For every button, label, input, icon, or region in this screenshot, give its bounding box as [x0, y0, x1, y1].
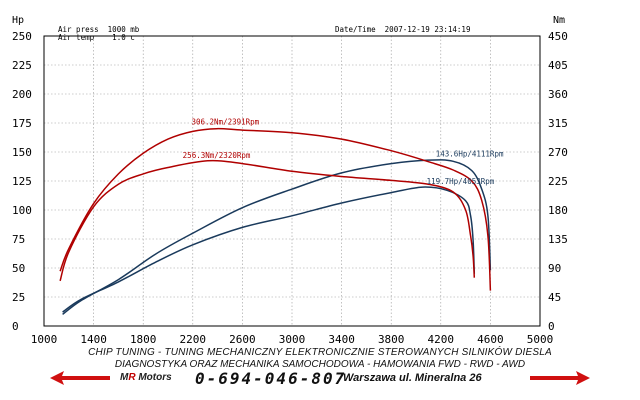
y-left-tick-label: 250: [12, 30, 32, 43]
header-air-temp: Air temp 1.0 c: [58, 33, 135, 42]
y-left-tick-label: 200: [12, 88, 32, 101]
x-tick-label: 5000: [527, 333, 554, 345]
x-tick-label: 1800: [130, 333, 157, 345]
y-right-unit: Nm: [553, 15, 565, 26]
y-right-tick-label: 0: [548, 320, 555, 333]
y-left-tick-label: 0: [12, 320, 19, 333]
chart-grid: [44, 36, 540, 326]
header-air-press: Air press 1000 mb: [58, 25, 140, 34]
y-left-unit: Hp: [12, 15, 24, 26]
footer-contact: MR Motors 0-694-046-807 Warszawa ul. Min…: [0, 369, 640, 391]
axis-ticks: 1000 1400 1800 2200 2600 3000 3400 3800 4200 4600…: [12, 30, 568, 345]
x-tick-label: 4200: [428, 333, 455, 345]
plot-border: [43, 35, 541, 327]
annotation-label: 306.2Nm/2391Rpm: [191, 118, 259, 127]
x-tick-label: 2200: [180, 333, 207, 345]
footer-diagnostics-line: DIAGNOSTYKA ORAZ MECHANIKA SAMOCHODOWA -…: [114, 359, 526, 370]
y-right-tick-label: 315: [548, 117, 568, 130]
series-line-2: [62, 186, 476, 313]
dyno-chart: 1000 1400 1800 2200 2600 3000 3400 3800 4200 4600…: [12, 15, 568, 345]
annotation-label: 119.7Hp/4053Rpm: [427, 177, 495, 186]
y-right-tick-label: 225: [548, 175, 568, 188]
x-tick-label: 3800: [378, 333, 405, 345]
x-tick-label: 3400: [328, 333, 355, 345]
y-right-tick-label: 405: [548, 59, 568, 72]
y-right-tick-label: 90: [548, 262, 561, 275]
y-right-tick-label: 450: [548, 30, 568, 43]
brand-logo: MR Motors: [120, 372, 172, 383]
plot-frame: [43, 35, 541, 327]
x-tick-label: 1400: [80, 333, 107, 345]
y-right-tick-label: 45: [548, 291, 561, 304]
address: Warszawa ul. Mineralna 26: [343, 372, 482, 384]
y-left-tick-label: 50: [12, 262, 25, 275]
x-tick-label: 2600: [229, 333, 256, 345]
annotation-label: 256.3Nm/2320Rpm: [183, 151, 251, 160]
series-line-4: [59, 159, 476, 282]
y-left-tick-label: 175: [12, 117, 32, 130]
y-right-tick-label: 360: [548, 88, 568, 101]
series-line-1: [62, 159, 492, 316]
right-arrow-icon: [530, 371, 590, 385]
x-tick-label: 4600: [477, 333, 504, 345]
left-arrow-icon: [50, 371, 110, 385]
y-left-tick-label: 150: [12, 146, 32, 159]
x-tick-label: 1000: [31, 333, 58, 345]
curve-series: [59, 127, 492, 316]
y-left-tick-label: 125: [12, 175, 32, 188]
y-left-tick-label: 25: [12, 291, 25, 304]
header-datetime: Date/Time 2007-12-19 23:14:19: [335, 25, 470, 34]
y-right-tick-label: 135: [548, 233, 568, 246]
phone-number: 0-694-046-807: [195, 369, 347, 388]
y-left-tick-label: 75: [12, 233, 25, 246]
annotations: 306.2Nm/2391Rpm 256.3Nm/2320Rpm 143.6Hp/41…: [183, 118, 504, 186]
annotation-label: 143.6Hp/4111Rpm: [436, 149, 504, 158]
y-right-tick-label: 270: [548, 146, 568, 159]
footer-services-line: CHIP TUNING - TUNING MECHANICZNY ELEKTRO…: [88, 347, 552, 358]
y-left-tick-label: 100: [12, 204, 32, 217]
y-left-tick-label: 225: [12, 59, 32, 72]
y-right-tick-label: 180: [548, 204, 568, 217]
series-line-3: [59, 127, 492, 291]
x-tick-label: 3000: [279, 333, 306, 345]
